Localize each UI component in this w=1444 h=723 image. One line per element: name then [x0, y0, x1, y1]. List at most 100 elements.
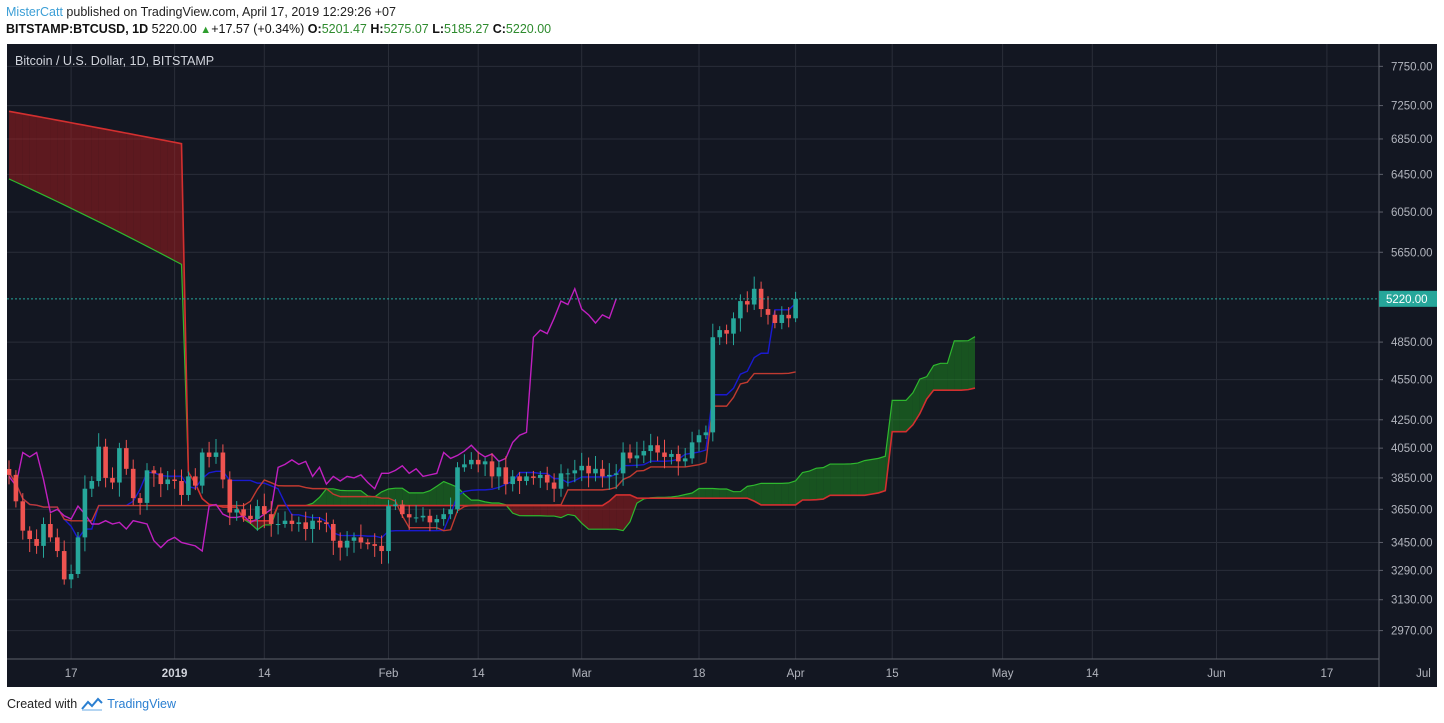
- candle-body: [544, 474, 550, 483]
- cloud-segment: [71, 122, 78, 212]
- footer: Created with TradingView: [7, 697, 176, 711]
- cloud-segment: [147, 137, 154, 250]
- cloud-segment: [712, 488, 720, 499]
- cloud-segment: [692, 488, 699, 499]
- author-link[interactable]: MisterCatt: [6, 5, 63, 19]
- last-price-tag: [1379, 290, 1437, 307]
- candle-body: [61, 551, 67, 580]
- candle-body: [137, 498, 143, 503]
- cloud-segment: [423, 490, 430, 506]
- candle-body: [448, 509, 453, 515]
- cloud-segment: [388, 488, 396, 506]
- time-axis[interactable]: 17201914Feb14Mar18Apr15May14Jun17Jul15: [65, 668, 1437, 680]
- candle-body: [600, 468, 605, 477]
- cloud-segment: [436, 481, 444, 506]
- cloud-segment: [740, 486, 748, 499]
- price-axis-background: [1379, 44, 1437, 687]
- cloud-segment: [64, 121, 72, 209]
- close-label: C:: [492, 22, 506, 36]
- cloud-segment: [768, 483, 775, 505]
- candle-body: [462, 464, 467, 468]
- senkou-span-a-line: [8, 178, 976, 532]
- cloud-segment: [174, 142, 182, 265]
- symbol-label: BITSTAMP:BTCUSD, 1D: [6, 22, 149, 36]
- cloud-segment: [857, 460, 865, 496]
- created-with-text: Created with: [7, 697, 78, 711]
- x-tick-label: 14: [472, 668, 485, 680]
- cloud-segment: [940, 363, 948, 391]
- candle-body: [144, 470, 150, 503]
- cloud-segment: [119, 131, 127, 236]
- candle-body: [48, 523, 53, 538]
- candle-body: [593, 468, 598, 474]
- candle-body: [110, 477, 115, 483]
- cloud-segment: [319, 488, 327, 506]
- candle-body: [420, 515, 426, 518]
- candle-body: [117, 448, 122, 483]
- candle-body: [262, 506, 267, 515]
- tradingview-link[interactable]: TradingView: [107, 697, 176, 711]
- cloud-segment: [443, 481, 451, 506]
- candle-body: [206, 452, 212, 457]
- candle-body: [199, 452, 205, 486]
- price-axis[interactable]: 7750.00 7250.00 6850.00 6450.00 6050.00 5650.…: [1379, 61, 1437, 638]
- candle-body: [710, 337, 716, 433]
- candle-body: [703, 432, 709, 436]
- y-tick-label: 3850.00: [1391, 473, 1433, 485]
- price-change: +17.57 (+0.34%): [211, 22, 305, 36]
- x-tick-label: Jul: [1416, 668, 1431, 680]
- y-tick-label: 6450.00: [1391, 169, 1433, 181]
- cloud-segment: [15, 112, 23, 186]
- cloud-segment: [36, 116, 44, 196]
- chart-header: MisterCatt published on TradingView.com,…: [6, 4, 1436, 38]
- candle-body: [55, 537, 60, 552]
- candle-body: [482, 461, 488, 465]
- y-tick-label: 3450.00: [1391, 537, 1433, 549]
- candle-body: [344, 540, 350, 548]
- x-tick-label: 15: [886, 668, 899, 680]
- candle-body: [124, 448, 129, 469]
- cloud-segment: [885, 400, 893, 491]
- high-value: 5275.07: [383, 22, 429, 36]
- candle-body: [717, 330, 722, 338]
- y-tick-label: 4850.00: [1391, 337, 1433, 349]
- y-tick-label: 3650.00: [1391, 504, 1433, 516]
- up-arrow-icon: ▲: [200, 24, 212, 36]
- candle-body: [503, 467, 509, 485]
- cloud-segment: [954, 340, 962, 391]
- candle-body: [20, 501, 26, 531]
- cloud-segment: [919, 376, 927, 414]
- cloud-segment: [547, 505, 555, 517]
- candle-body: [572, 470, 578, 474]
- cloud-segment: [630, 494, 637, 522]
- cloud-segment: [574, 505, 582, 524]
- cloud-segment: [843, 463, 851, 496]
- candle-body: [586, 465, 591, 474]
- candle-body: [130, 468, 136, 499]
- cloud-segment: [126, 133, 134, 240]
- cloud-segment: [84, 125, 92, 219]
- cloud-segment: [9, 111, 16, 183]
- cloud-segment: [333, 488, 341, 506]
- publish-line: MisterCatt published on TradingView.com,…: [6, 4, 1436, 21]
- cloud-segment: [602, 501, 610, 530]
- candle-body: [682, 458, 688, 462]
- cloud-segment: [581, 505, 589, 530]
- candle-body: [296, 522, 302, 524]
- cloud-segment: [961, 340, 969, 391]
- y-tick-label: 3130.00: [1391, 595, 1433, 607]
- cloud-segment: [733, 491, 741, 499]
- cloud-segment: [761, 483, 768, 505]
- cloud-segment: [160, 139, 168, 258]
- cloud-segment: [719, 488, 727, 499]
- candle-body: [551, 482, 557, 489]
- y-tick-label: 4550.00: [1391, 375, 1433, 387]
- y-tick-label: 2970.00: [1391, 626, 1433, 638]
- candle-body: [324, 522, 329, 524]
- x-tick-label: Feb: [379, 668, 399, 680]
- price-chart[interactable]: 7750.00 7250.00 6850.00 6450.00 6050.00 5650.…: [7, 44, 1437, 687]
- candle-body: [351, 537, 357, 541]
- candle-body: [393, 504, 398, 507]
- cloud-segment: [402, 488, 410, 506]
- x-tick-label: 14: [1086, 668, 1099, 680]
